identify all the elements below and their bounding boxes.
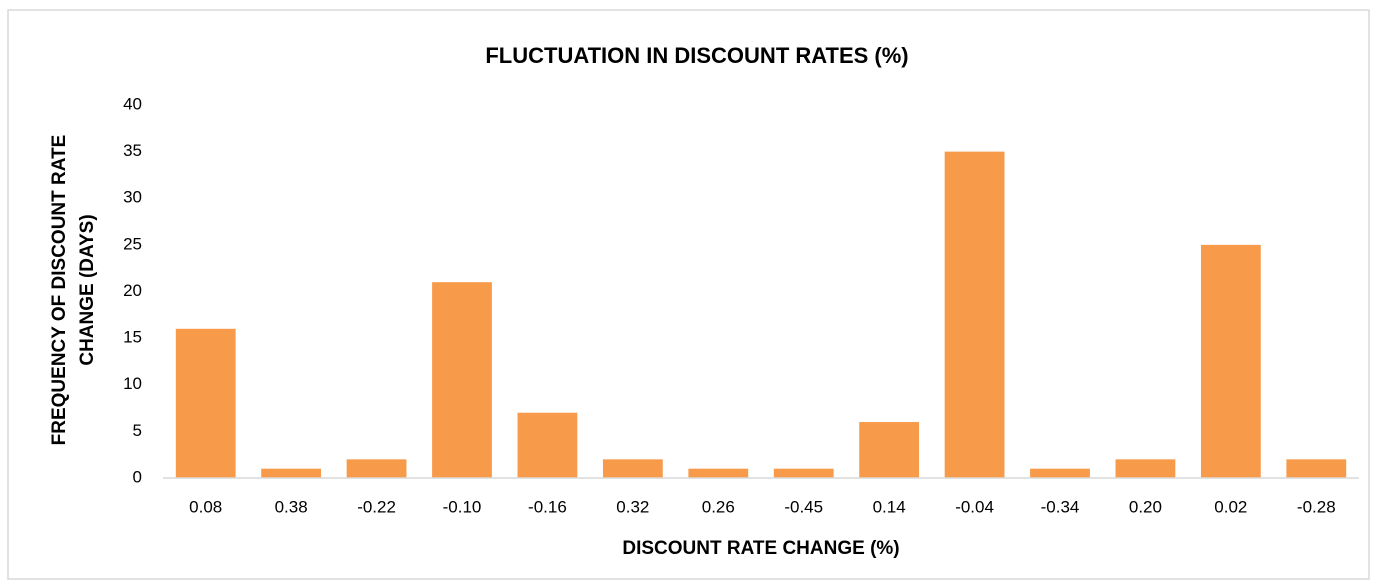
bar — [944, 151, 1005, 478]
y-tick-label: 20 — [123, 281, 142, 300]
x-tick-label: -0.34 — [1041, 497, 1080, 516]
x-tick-label: 0.02 — [1214, 497, 1247, 516]
x-axis-title: DISCOUNT RATE CHANGE (%) — [622, 538, 899, 559]
y-tick-label: 35 — [123, 141, 142, 160]
bar — [1115, 459, 1176, 478]
chart-border — [7, 9, 1370, 580]
x-tick-label: -0.16 — [528, 497, 567, 516]
x-tick-label: 0.14 — [873, 497, 906, 516]
x-tick-label: -0.22 — [357, 497, 396, 516]
x-tick-label: -0.04 — [955, 497, 994, 516]
bar — [346, 459, 407, 478]
y-tick-label: 30 — [123, 188, 142, 207]
x-tick-label: 0.20 — [1129, 497, 1162, 516]
x-tick-label: -0.28 — [1297, 497, 1336, 516]
y-tick-label: 25 — [123, 234, 142, 253]
x-tick-label: 0.38 — [275, 497, 308, 516]
y-tick-label: 10 — [123, 374, 142, 393]
y-tick-label: 40 — [123, 94, 142, 113]
x-tick-label: 0.26 — [702, 497, 735, 516]
x-tick-label: -0.45 — [784, 497, 823, 516]
bar — [432, 282, 492, 478]
y-tick-label: 5 — [133, 421, 142, 440]
y-axis-title-line: CHANGE (DAYS) — [77, 214, 98, 365]
bar — [1030, 468, 1090, 478]
bar — [175, 328, 236, 478]
bar — [602, 459, 663, 478]
y-axis-title: FREQUENCY OF DISCOUNT RATE CHANGE (DAYS) — [49, 135, 98, 446]
bar — [859, 422, 920, 478]
y-tick-label: 15 — [123, 328, 142, 347]
x-tick-label: -0.10 — [443, 497, 482, 516]
chart-title: FLUCTUATION IN DISCOUNT RATES (%) — [485, 43, 908, 68]
bar — [773, 468, 834, 478]
bar — [1286, 459, 1347, 478]
x-tick-label: 0.08 — [189, 497, 222, 516]
bar — [261, 468, 322, 478]
y-axis-title-line: FREQUENCY OF DISCOUNT RATE — [49, 135, 70, 446]
bar — [688, 468, 749, 478]
y-tick-label: 0 — [133, 467, 142, 486]
bar — [1200, 244, 1261, 478]
bar — [517, 412, 578, 478]
x-tick-label: 0.32 — [616, 497, 649, 516]
